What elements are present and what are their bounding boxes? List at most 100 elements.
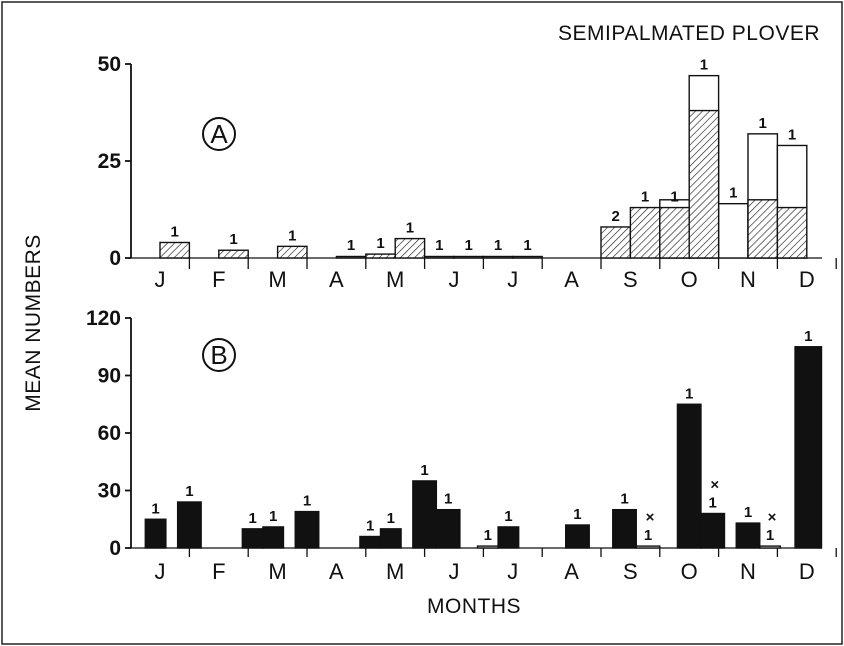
month-label: S — [623, 267, 638, 292]
bar-open — [717, 202, 749, 259]
month-label: J — [155, 267, 166, 292]
bar-count-label: 1 — [504, 508, 512, 525]
y-tick-label: 0 — [109, 537, 121, 560]
bar-count-label: 1 — [151, 500, 159, 517]
bar-count-label: 1 — [523, 237, 531, 254]
month-label: A — [564, 559, 579, 584]
bar-solid — [262, 526, 285, 549]
bar-hatched — [218, 249, 249, 259]
bar-open — [476, 545, 499, 549]
bar-count-label: 1 — [303, 493, 311, 510]
bar-solid — [412, 480, 438, 549]
y-axis-title: MEAN NUMBERS — [22, 234, 45, 412]
month-label: A — [564, 267, 579, 292]
bar-mark: × — [646, 509, 655, 526]
bar-open — [635, 545, 661, 549]
bar-count-label: 1 — [444, 491, 452, 508]
y-tick-label: 60 — [98, 422, 121, 445]
bar-count-label: 1 — [420, 462, 428, 479]
month-label: A — [329, 559, 344, 584]
bar-count-label: 1 — [670, 189, 678, 206]
bar-count-label: 1 — [465, 237, 473, 254]
bar-count-label: 1 — [435, 237, 443, 254]
bar-hatched — [365, 253, 396, 259]
bar-hatched — [629, 206, 661, 259]
month-label: F — [212, 267, 225, 292]
bar-count-label: 1 — [494, 237, 502, 254]
bar-solid — [176, 501, 202, 549]
bar-count-label: 1 — [729, 185, 737, 202]
bar-open — [759, 545, 782, 549]
bar-count-label: 1 — [759, 115, 767, 132]
y-tick-label: 50 — [98, 53, 121, 76]
bar-count-label: 1 — [288, 227, 296, 244]
bar-solid — [497, 526, 520, 549]
month-label: J — [507, 559, 518, 584]
chart-title: SEMIPALMATED PLOVER — [558, 22, 820, 45]
panel-a-label: A — [202, 117, 236, 151]
bar-open — [482, 255, 514, 259]
bar-hatched — [159, 241, 191, 259]
month-label: D — [799, 267, 815, 292]
month-label: M — [268, 559, 286, 584]
bar-solid — [735, 522, 761, 549]
bar-solid — [700, 512, 726, 549]
bar-mark: × — [710, 477, 719, 494]
bar-count-label: 1 — [484, 527, 492, 544]
bar-solid — [435, 508, 461, 549]
bar-count-label: 1 — [573, 506, 581, 523]
y-tick-label: 0 — [109, 247, 121, 270]
month-label: D — [799, 559, 815, 584]
bar-count-label: 1 — [387, 510, 395, 527]
month-label: M — [386, 559, 404, 584]
panel-a-plot: 0 25 50 J F M A M J J A S O N D 1 1 1 1 1 2 1 1 1 1 1 1 1 1 1 1 1 — [98, 53, 837, 292]
bar-count-label: 1 — [644, 527, 652, 544]
bar-solid — [676, 403, 702, 549]
bar-count-label: 1 — [709, 495, 717, 512]
y-tick-label: 90 — [98, 365, 121, 388]
bar-open — [335, 255, 367, 259]
month-label: N — [740, 559, 756, 584]
bar-solid — [241, 528, 264, 549]
bar-count-label: 2 — [612, 208, 620, 225]
month-label: F — [212, 559, 225, 584]
bar-count-label: 1 — [376, 235, 384, 252]
bar-hatched — [600, 226, 632, 259]
month-label: S — [623, 559, 638, 584]
bar-hatched — [276, 245, 308, 259]
svg-text:A: A — [210, 119, 228, 149]
month-label: N — [740, 267, 756, 292]
y-tick-label: 25 — [98, 150, 122, 173]
bar-mark: × — [768, 509, 777, 526]
month-label: J — [507, 267, 518, 292]
bar-count-label: 1 — [366, 518, 374, 535]
month-label: M — [268, 267, 286, 292]
bar-open — [423, 255, 455, 259]
month-label: J — [449, 559, 460, 584]
month-label: J — [449, 267, 460, 292]
month-label: O — [681, 267, 698, 292]
panel-b-label: B — [202, 338, 236, 372]
x-axis-title: MONTHS — [427, 595, 521, 618]
bar-count-label: 1 — [620, 491, 628, 508]
month-label: J — [155, 559, 166, 584]
bar-solid — [565, 524, 590, 549]
bar-solid — [612, 508, 637, 549]
bar-open — [453, 255, 485, 259]
y-tick-label: 30 — [98, 480, 121, 503]
bar-count-label: 1 — [171, 223, 179, 240]
svg-text:B: B — [210, 340, 227, 370]
bar-count-label: 1 — [685, 385, 693, 402]
bar-count-label: 1 — [347, 237, 355, 254]
bar-solid — [794, 346, 823, 549]
bar-hatched — [659, 206, 690, 259]
bar-count-label: 1 — [229, 231, 237, 248]
bar-count-label: 1 — [406, 220, 414, 237]
bar-count-label: 1 — [700, 57, 708, 74]
bar-hatched — [747, 199, 779, 259]
bar-count-label: 1 — [641, 189, 649, 206]
bar-count-label: 1 — [248, 510, 256, 527]
bar-count-label: 1 — [744, 504, 752, 521]
